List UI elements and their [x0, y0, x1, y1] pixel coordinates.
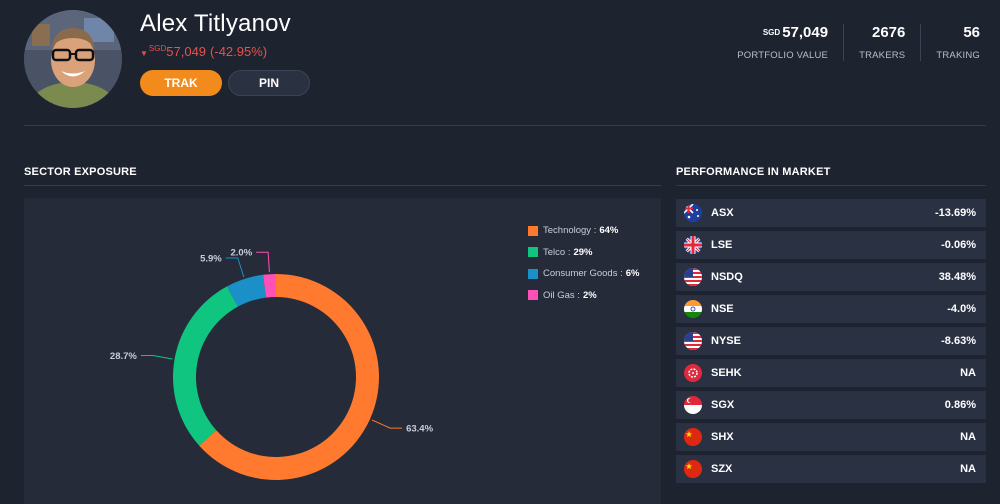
market-row-sehk[interactable]: SEHK NA [676, 359, 986, 387]
legend-label: Technology : [543, 225, 597, 237]
legend-swatch [528, 247, 538, 258]
market-name: SEHK [711, 367, 742, 379]
sector-donut-chart: 63.4% 28.7% 5.9% 2.0% [110, 248, 434, 480]
market-performance: 38.48% [938, 271, 976, 283]
donut-leader-line [140, 355, 173, 360]
legend-label: Oil Gas : [543, 289, 580, 301]
market-performance: -0.06% [941, 239, 976, 251]
au-flag-icon [684, 204, 702, 222]
stat-value: 56 [963, 24, 980, 41]
sector-legend: Technology : 64% Telco : 29% Consumer Go… [528, 220, 639, 306]
change-value: 57,049 [166, 44, 207, 59]
stat-portfolio-value: SGD 57,049 PORTFOLIO VALUE [722, 24, 845, 61]
market-name: NYSE [711, 335, 741, 347]
hk-flag-icon [684, 364, 702, 382]
stat-label: TRAKERS [859, 50, 906, 61]
sector-chart-panel: 63.4% 28.7% 5.9% 2.0% Technology : 64% Telc… [24, 198, 661, 504]
market-name: SHX [711, 431, 734, 443]
donut-data-label: 28.7% [110, 351, 137, 362]
market-row-shx[interactable]: SHX NA [676, 423, 986, 451]
market-name: SGX [711, 399, 735, 411]
performance-title-underline [676, 185, 986, 186]
portfolio-change: ▼ SGD 57,049 (-42.95%) [140, 44, 267, 59]
sector-title-underline [24, 185, 661, 186]
market-row-nyse[interactable]: NYSE -8.63% [676, 327, 986, 355]
market-row-nse[interactable]: NSE -4.0% [676, 295, 986, 323]
donut-slice-telco[interactable] [172, 286, 238, 446]
trader-name: Alex Titlyanov [140, 10, 291, 37]
market-row-nsdq[interactable]: NSDQ 38.48% [676, 263, 986, 291]
market-performance: NA [960, 431, 976, 443]
donut-leader-line [371, 419, 403, 429]
donut-slice-oil-gas[interactable] [263, 274, 276, 298]
legend-label: Consumer Goods : [543, 268, 623, 280]
avatar[interactable] [24, 10, 122, 108]
legend-swatch [528, 225, 538, 236]
us-flag-icon [684, 268, 702, 286]
donut-data-label: 2.0% [230, 248, 252, 259]
market-name: ASX [711, 207, 734, 219]
performance-title: PERFORMANCE IN MARKET [676, 166, 831, 178]
legend-percent: 29% [573, 246, 593, 258]
legend-item-technology[interactable]: Technology : 64% [528, 220, 639, 242]
legend-percent: 2% [582, 289, 597, 301]
donut-slice-consumer-goods[interactable] [226, 274, 266, 307]
pin-button[interactable]: PIN [228, 70, 310, 96]
trak-button[interactable]: TRAK [140, 70, 222, 96]
market-performance: 0.86% [944, 399, 976, 411]
stat-traking[interactable]: 56 TRAKING [921, 24, 980, 61]
legend-percent: 64% [599, 225, 619, 237]
donut-data-label: 63.4% [406, 424, 433, 435]
sg-flag-icon [684, 396, 702, 414]
legend-item-consumer-goods[interactable]: Consumer Goods : 6% [528, 263, 639, 285]
change-percent: (-42.95%) [210, 44, 268, 59]
caret-down-icon: ▼ [140, 49, 148, 58]
change-currency: SGD [148, 44, 167, 53]
market-performance: NA [960, 463, 976, 475]
in-flag-icon [684, 300, 702, 318]
market-row-sgx[interactable]: SGX 0.86% [676, 391, 986, 419]
market-performance: -13.69% [935, 207, 976, 219]
donut-slice-technology[interactable] [199, 274, 379, 480]
stat-currency: SGD [762, 28, 781, 37]
sector-exposure-title: SECTOR EXPOSURE [24, 166, 137, 178]
market-row-asx[interactable]: ASX -13.69% [676, 199, 986, 227]
cn-flag-icon [684, 460, 702, 478]
legend-item-oil-gas[interactable]: Oil Gas : 2% [528, 285, 639, 307]
header-divider [24, 125, 986, 126]
market-name: SZX [711, 463, 733, 475]
profile-stats: SGD 57,049 PORTFOLIO VALUE 2676 TRAKERS 5… [722, 24, 980, 61]
donut-leader-line [256, 251, 270, 273]
legend-item-telco[interactable]: Telco : 29% [528, 242, 639, 264]
uk-flag-icon [684, 236, 702, 254]
stat-label: PORTFOLIO VALUE [737, 50, 829, 61]
stat-trakers[interactable]: 2676 TRAKERS [844, 24, 922, 61]
market-row-szx[interactable]: SZX NA [676, 455, 986, 483]
donut-leader-line [225, 257, 245, 278]
market-performance: NA [960, 367, 976, 379]
market-performance: -4.0% [947, 303, 976, 315]
cn-flag-icon [684, 428, 702, 446]
market-performance: -8.63% [941, 335, 976, 347]
donut-data-label: 5.9% [200, 253, 222, 264]
market-name: NSDQ [711, 271, 743, 283]
legend-percent: 6% [625, 268, 640, 280]
market-name: NSE [711, 303, 734, 315]
market-name: LSE [711, 239, 733, 251]
us-flag-icon [684, 332, 702, 350]
stat-value: 2676 [871, 24, 906, 41]
legend-swatch [528, 290, 538, 301]
market-row-lse[interactable]: LSE -0.06% [676, 231, 986, 259]
legend-label: Telco : [543, 246, 571, 258]
stat-label: TRAKING [936, 50, 980, 61]
stat-value: 57,049 [782, 24, 829, 41]
market-performance-list: ASX -13.69% LSE -0.06% NSDQ 38.48% NSE -… [676, 199, 986, 487]
legend-swatch [528, 268, 538, 279]
